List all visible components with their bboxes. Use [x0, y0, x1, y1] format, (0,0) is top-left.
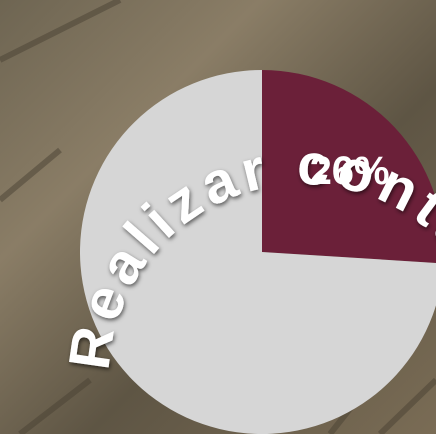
- value-label: 26%: [310, 149, 390, 193]
- pie-slice: [262, 70, 436, 263]
- pie: [80, 70, 436, 434]
- pie-slice: [80, 70, 436, 434]
